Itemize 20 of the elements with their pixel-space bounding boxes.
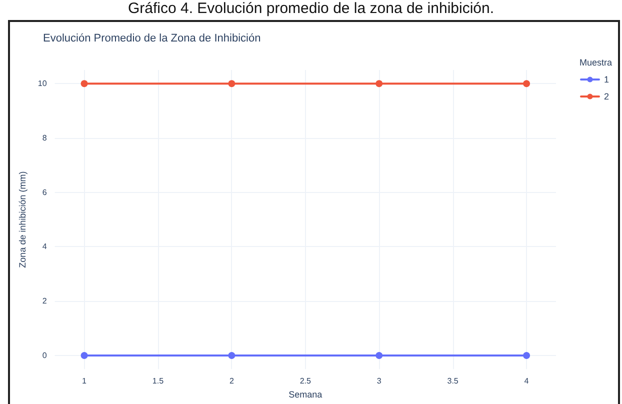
y-tick-label: 4 (42, 242, 48, 252)
y-tick-label: 2 (42, 296, 48, 306)
y-tick-label: 0 (42, 351, 48, 360)
legend-title: Muestra (579, 58, 612, 68)
legend-label: 1 (604, 74, 610, 84)
x-axis-title: Semana (288, 390, 322, 400)
y-tick-label: 10 (38, 79, 48, 88)
x-tick-label: 3 (376, 376, 382, 386)
x-tick-label: 1 (82, 376, 88, 386)
x-tick-label: 3.5 (447, 376, 459, 386)
y-tick-label: 8 (42, 133, 48, 142)
x-tick-label: 1.5 (152, 376, 164, 386)
x-tick-label: 2.5 (300, 376, 312, 386)
x-tick-label: 2 (229, 376, 234, 386)
chart-title: Evolución Promedio de la Zona de Inhibición (43, 32, 261, 44)
y-tick-label: 6 (42, 188, 48, 197)
text: Gráfico 4. Evolución promedio de la zona de inhibición. (126, 0, 496, 18)
y-axis-title: Zona de inhibición (mm) (18, 171, 28, 268)
legend-label: 2 (604, 92, 610, 102)
x-tick-label: 4 (524, 376, 530, 386)
